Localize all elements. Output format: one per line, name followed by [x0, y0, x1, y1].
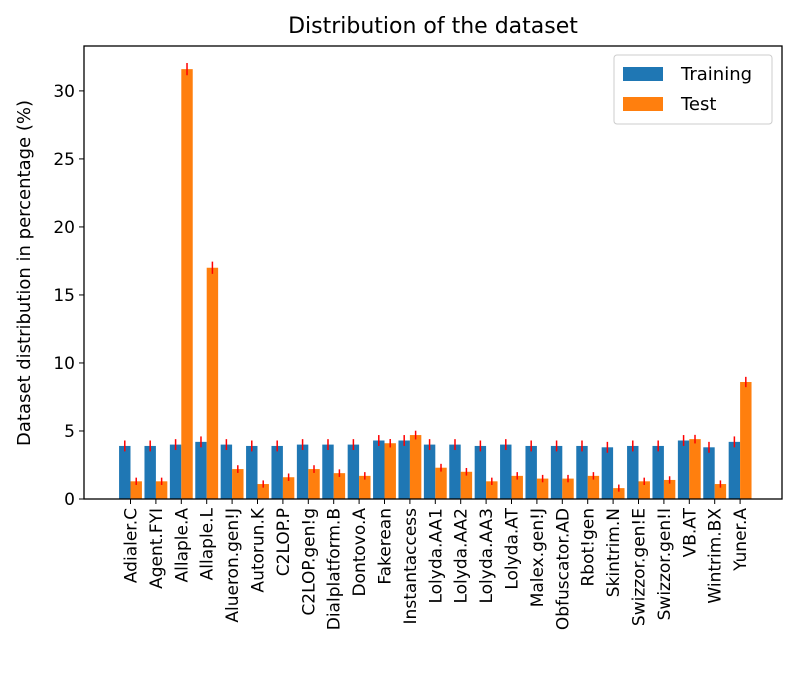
bar-test	[613, 488, 625, 499]
bar-test	[282, 477, 295, 499]
x-tick-label: Dontovo.A	[350, 508, 370, 597]
bar-test	[689, 439, 701, 499]
legend-label-test: Test	[680, 94, 716, 115]
bar-training	[728, 441, 741, 499]
x-tick-label: Allaple.A	[172, 508, 192, 583]
bar-training	[169, 444, 182, 499]
x-tick-label: Lolyda.AA1	[426, 508, 446, 604]
bar-training	[246, 445, 258, 499]
x-tick-label: Wintrim.BX	[706, 508, 726, 604]
bar-test	[714, 484, 727, 499]
bar-test	[384, 443, 396, 499]
bar-training	[119, 445, 131, 499]
bar-test	[409, 435, 422, 499]
bar-test	[181, 69, 193, 499]
bars-layer	[119, 69, 752, 499]
legend-swatch-training	[623, 67, 663, 81]
y-tick-label: 10	[53, 354, 75, 374]
bar-training	[373, 440, 385, 499]
x-tick-label: Yuner.A	[731, 508, 751, 572]
x-tick-label: Lolyda.AT	[503, 507, 523, 589]
bar-test	[536, 478, 549, 499]
x-tick-label: Swizzor.gen!E	[630, 508, 650, 626]
bar-test	[562, 478, 574, 499]
bar-training	[449, 444, 461, 499]
bar-test	[130, 481, 142, 499]
error-bars-layer	[124, 63, 747, 492]
x-tick-label: C2LOP.gen!g	[299, 508, 319, 616]
plot-frame	[83, 45, 783, 500]
bar-test	[663, 479, 676, 499]
bar-training	[677, 440, 690, 499]
bar-test	[155, 481, 168, 499]
x-tick-label: Lolyda.AA3	[477, 508, 497, 604]
bar-test	[333, 473, 346, 499]
bar-test	[257, 484, 269, 499]
x-tick-label: Swizzor.gen!I	[655, 508, 675, 620]
y-tick-label: 30	[53, 82, 75, 102]
x-tick-label: Autorun.K	[249, 507, 269, 592]
bar-test	[232, 469, 244, 499]
bar-training	[423, 444, 436, 499]
bar-test	[308, 469, 320, 499]
bar-training	[703, 447, 715, 499]
bar-training	[296, 444, 309, 499]
x-tick-label: Dialplatform.B	[325, 508, 345, 630]
x-tick-label: Obfuscator.AD	[553, 508, 573, 630]
bar-test	[740, 382, 752, 499]
x-tick-label: VB.AT	[680, 507, 700, 557]
y-tick-label: 20	[53, 218, 75, 238]
bar-test	[460, 471, 473, 499]
y-tick-label: 5	[64, 422, 75, 442]
bar-training	[474, 445, 487, 499]
x-tick-label: Instantaccess	[401, 508, 421, 625]
bar-test	[587, 475, 600, 499]
bar-training	[550, 445, 563, 499]
x-tick-label: Rbot!gen	[579, 508, 599, 587]
bar-training	[220, 444, 233, 499]
bar-training	[500, 444, 512, 499]
y-axis-label: Dataset distribution in percentage (%)	[14, 100, 35, 446]
bar-training	[271, 445, 283, 499]
x-tick-label: Allaple.L	[198, 507, 218, 580]
x-tick-label: Fakerean	[376, 508, 396, 585]
bar-test	[638, 481, 650, 499]
bar-test	[206, 267, 219, 499]
bar-training	[652, 445, 664, 499]
bar-training	[601, 447, 614, 499]
bar-training	[576, 445, 588, 499]
bar-training	[525, 445, 537, 499]
bar-test	[359, 475, 371, 499]
legend-label-training: Training	[680, 64, 752, 85]
chart-title: Distribution of the dataset	[288, 14, 578, 39]
x-tick-label: Skintrim.N	[604, 508, 624, 597]
x-tick-label: Agent.FYI	[147, 508, 167, 589]
bar-test	[511, 475, 523, 499]
x-tick-label: Malex.gen!J	[528, 508, 548, 607]
x-axis-ticks: Adialer.C Agent.FYI Allaple.A Allaple.L Alue…	[122, 499, 751, 630]
x-tick-label: C2LOP.P	[274, 508, 294, 576]
y-tick-label: 0	[64, 490, 75, 510]
bar-training	[322, 444, 334, 499]
x-tick-label: Alueron.gen!J	[223, 508, 243, 623]
bar-test	[486, 481, 498, 499]
bar-training	[398, 440, 410, 499]
y-tick-label: 15	[53, 286, 75, 306]
legend-swatch-test	[623, 97, 663, 111]
bar-training	[627, 445, 639, 499]
bar-test	[435, 467, 447, 499]
y-tick-label: 25	[53, 150, 75, 170]
y-axis-ticks: 0 5 10 15 20 25 30	[53, 82, 84, 510]
bar-training	[195, 441, 207, 499]
bar-training	[144, 445, 156, 499]
x-tick-label: Lolyda.AA2	[452, 508, 472, 604]
bar-training	[347, 444, 360, 499]
legend: Training Test	[613, 54, 773, 125]
x-tick-label: Adialer.C	[122, 508, 142, 583]
